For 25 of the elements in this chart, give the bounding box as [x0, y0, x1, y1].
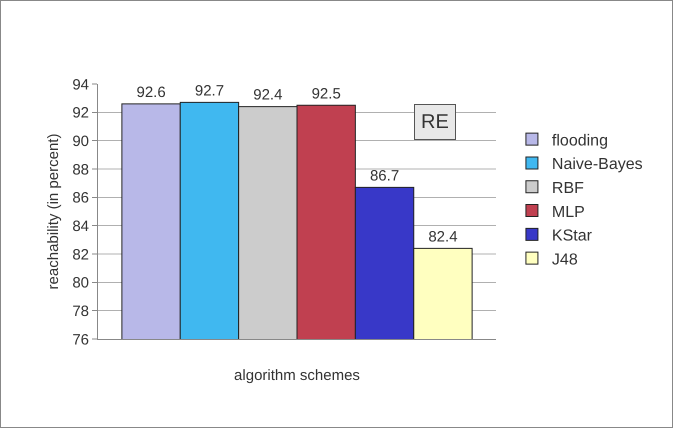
- data-label: 92.6: [136, 84, 166, 101]
- legend-label: J48: [552, 251, 578, 268]
- data-label: 92.7: [194, 82, 224, 100]
- annotation: RE: [421, 111, 449, 133]
- y-tick-label: 78: [72, 302, 89, 320]
- legend-label: MLP: [552, 204, 585, 221]
- legend-label: Naive-Bayes: [552, 156, 643, 174]
- y-tick-label: 82: [72, 246, 89, 264]
- legend-label: flooding: [552, 132, 608, 150]
- y-axis-title: reachability (in percent): [45, 134, 62, 290]
- data-label: 82.4: [428, 228, 458, 246]
- legend-label: RBF: [552, 180, 584, 197]
- y-tick-label: 94: [72, 76, 89, 94]
- y-tick-label: 92: [72, 104, 89, 122]
- y-tick-label: 80: [72, 274, 89, 292]
- data-label: 92.4: [253, 86, 282, 104]
- y-tick-label: 76: [72, 331, 89, 348]
- y-tick-label: 90: [72, 132, 89, 150]
- x-axis-title: algorithm schemes: [234, 367, 360, 384]
- data-label: 86.7: [370, 167, 400, 184]
- y-tick-label: 88: [72, 161, 89, 178]
- data-label: 92.5: [312, 85, 341, 102]
- legend-label: KStar: [552, 228, 593, 245]
- y-tick-label: 84: [72, 218, 89, 235]
- y-tick-label: 86: [72, 190, 89, 207]
